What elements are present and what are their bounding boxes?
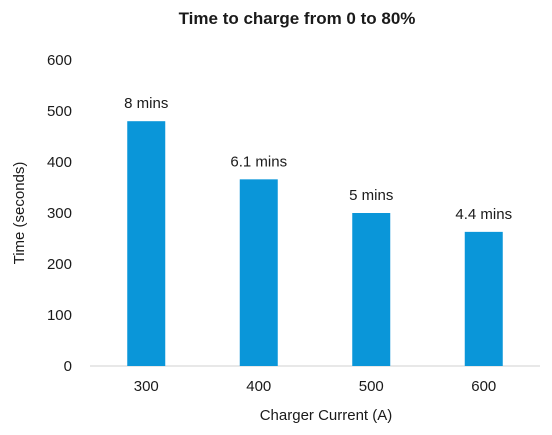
x-tick-label: 600 (471, 378, 496, 395)
y-tick-label: 200 (47, 256, 72, 273)
y-tick-label: 300 (47, 205, 72, 222)
x-axis-ticks: 300 400 500 600 (134, 378, 497, 395)
x-tick-label: 400 (246, 378, 271, 395)
data-labels-group: 8 mins 6.1 mins 5 mins 4.4 mins (124, 95, 512, 223)
y-axis-label: Time (seconds) (11, 162, 28, 265)
bar (127, 121, 166, 366)
data-label: 8 mins (124, 95, 168, 112)
x-tick-label: 500 (359, 378, 384, 395)
data-label: 4.4 mins (455, 206, 512, 223)
bar (352, 213, 391, 366)
y-tick-label: 0 (64, 358, 72, 375)
chart-title: Time to charge from 0 to 80% (179, 9, 416, 28)
y-tick-label: 100 (47, 307, 72, 324)
y-tick-label: 400 (47, 154, 72, 171)
x-tick-label: 300 (134, 378, 159, 395)
bar (239, 179, 278, 366)
x-axis-label: Charger Current (A) (260, 407, 393, 424)
bars-group (127, 121, 503, 366)
bar (464, 231, 503, 366)
data-label: 5 mins (349, 187, 393, 204)
y-tick-label: 600 (47, 52, 72, 69)
data-label: 6.1 mins (230, 153, 287, 170)
y-tick-label: 500 (47, 103, 72, 120)
y-axis-ticks: 0 100 200 300 400 500 600 (47, 52, 72, 375)
